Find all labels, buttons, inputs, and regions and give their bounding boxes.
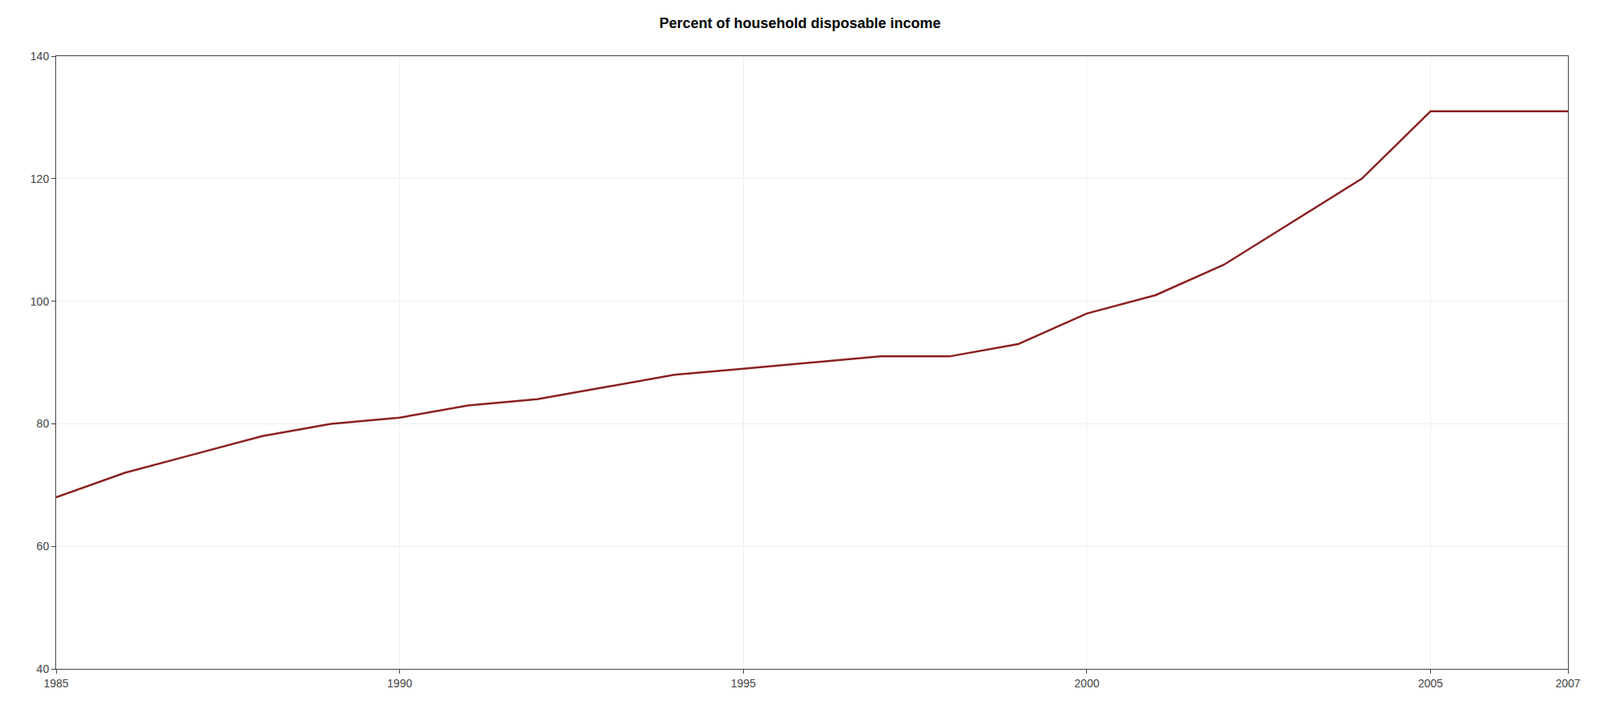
svg-text:1985: 1985 — [43, 676, 69, 690]
svg-text:140: 140 — [30, 49, 50, 63]
svg-text:Percent of household disposabl: Percent of household disposable income — [658, 15, 941, 32]
svg-text:60: 60 — [36, 539, 50, 553]
svg-text:2007: 2007 — [1555, 676, 1580, 690]
svg-text:2000: 2000 — [1074, 676, 1099, 690]
svg-text:40: 40 — [36, 662, 50, 675]
svg-text:1995: 1995 — [731, 676, 756, 690]
svg-text:1990: 1990 — [387, 676, 413, 690]
svg-text:80: 80 — [36, 416, 50, 430]
svg-text:120: 120 — [30, 172, 50, 186]
svg-text:100: 100 — [30, 294, 50, 308]
svg-text:2005: 2005 — [1418, 676, 1443, 690]
